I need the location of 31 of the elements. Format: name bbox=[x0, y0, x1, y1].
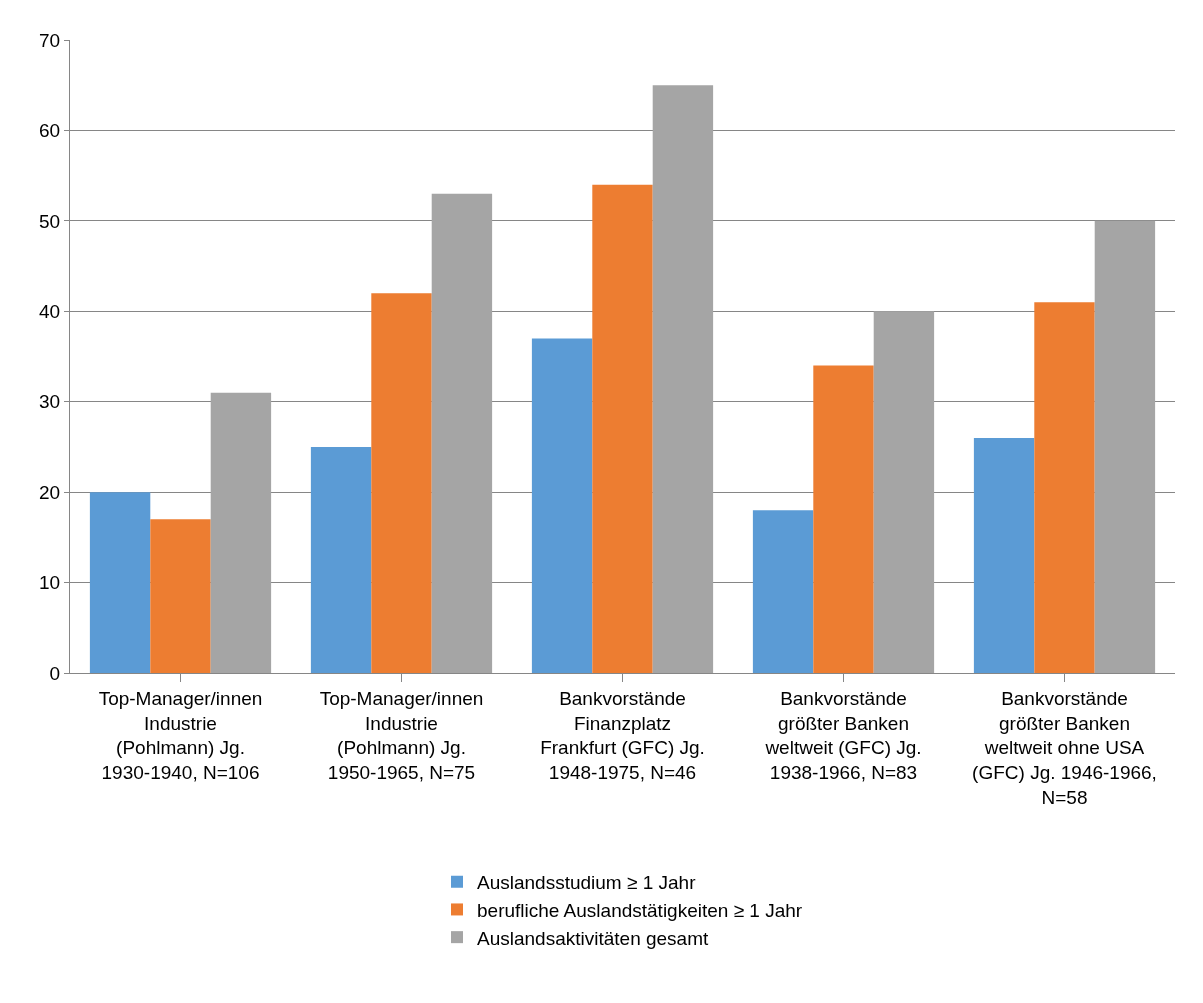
bar bbox=[89, 492, 151, 673]
bar bbox=[973, 437, 1035, 673]
y-tick-label: 60 bbox=[39, 120, 61, 142]
legend-label: Auslandsaktivitäten gesamt bbox=[477, 927, 710, 949]
bar bbox=[873, 311, 935, 673]
bar bbox=[310, 446, 372, 673]
bar bbox=[752, 510, 814, 673]
bar bbox=[652, 85, 714, 673]
y-tick-label: 50 bbox=[39, 210, 61, 232]
legend-label: berufliche Auslandstätigkeiten ≥ 1 Jahr bbox=[477, 899, 803, 921]
bar bbox=[210, 392, 272, 673]
y-tick-label: 30 bbox=[39, 391, 61, 413]
bar bbox=[531, 338, 593, 673]
x-tick-label: Top-Manager/innen Industrie (Pohlmann) Jg. 1950-1965, N=75 bbox=[319, 687, 484, 783]
bar bbox=[1034, 302, 1095, 673]
x-tick-label: Bankvorstände größter Banken weltweit ohne USA (GFC) Jg. 1946-1966, N=58 bbox=[972, 687, 1157, 808]
bar bbox=[1094, 220, 1156, 673]
legend-label: Auslandsstudium ≥ 1 Jahr bbox=[477, 872, 697, 894]
bar bbox=[150, 519, 211, 673]
y-tick-label: 0 bbox=[49, 662, 61, 684]
x-tick-label: Bankvorstände Finanzplatz Frankfurt (GFC) Jg. 1948-1975, N=46 bbox=[540, 687, 705, 783]
bar bbox=[813, 365, 874, 673]
bar bbox=[431, 193, 493, 673]
y-tick-label: 10 bbox=[39, 572, 61, 594]
bar bbox=[371, 293, 432, 673]
x-tick-label: Top-Manager/innen Industrie (Pohlmann) Jg. 1930-1940, N=106 bbox=[98, 687, 263, 783]
y-tick-label: 20 bbox=[39, 481, 61, 503]
y-tick-label: 70 bbox=[39, 29, 61, 51]
x-tick-label: Bankvorstände größter Banken weltweit (GFC) Jg. 1938-1966, N=83 bbox=[764, 687, 922, 783]
y-tick-label: 40 bbox=[39, 300, 61, 322]
bar bbox=[592, 184, 653, 673]
